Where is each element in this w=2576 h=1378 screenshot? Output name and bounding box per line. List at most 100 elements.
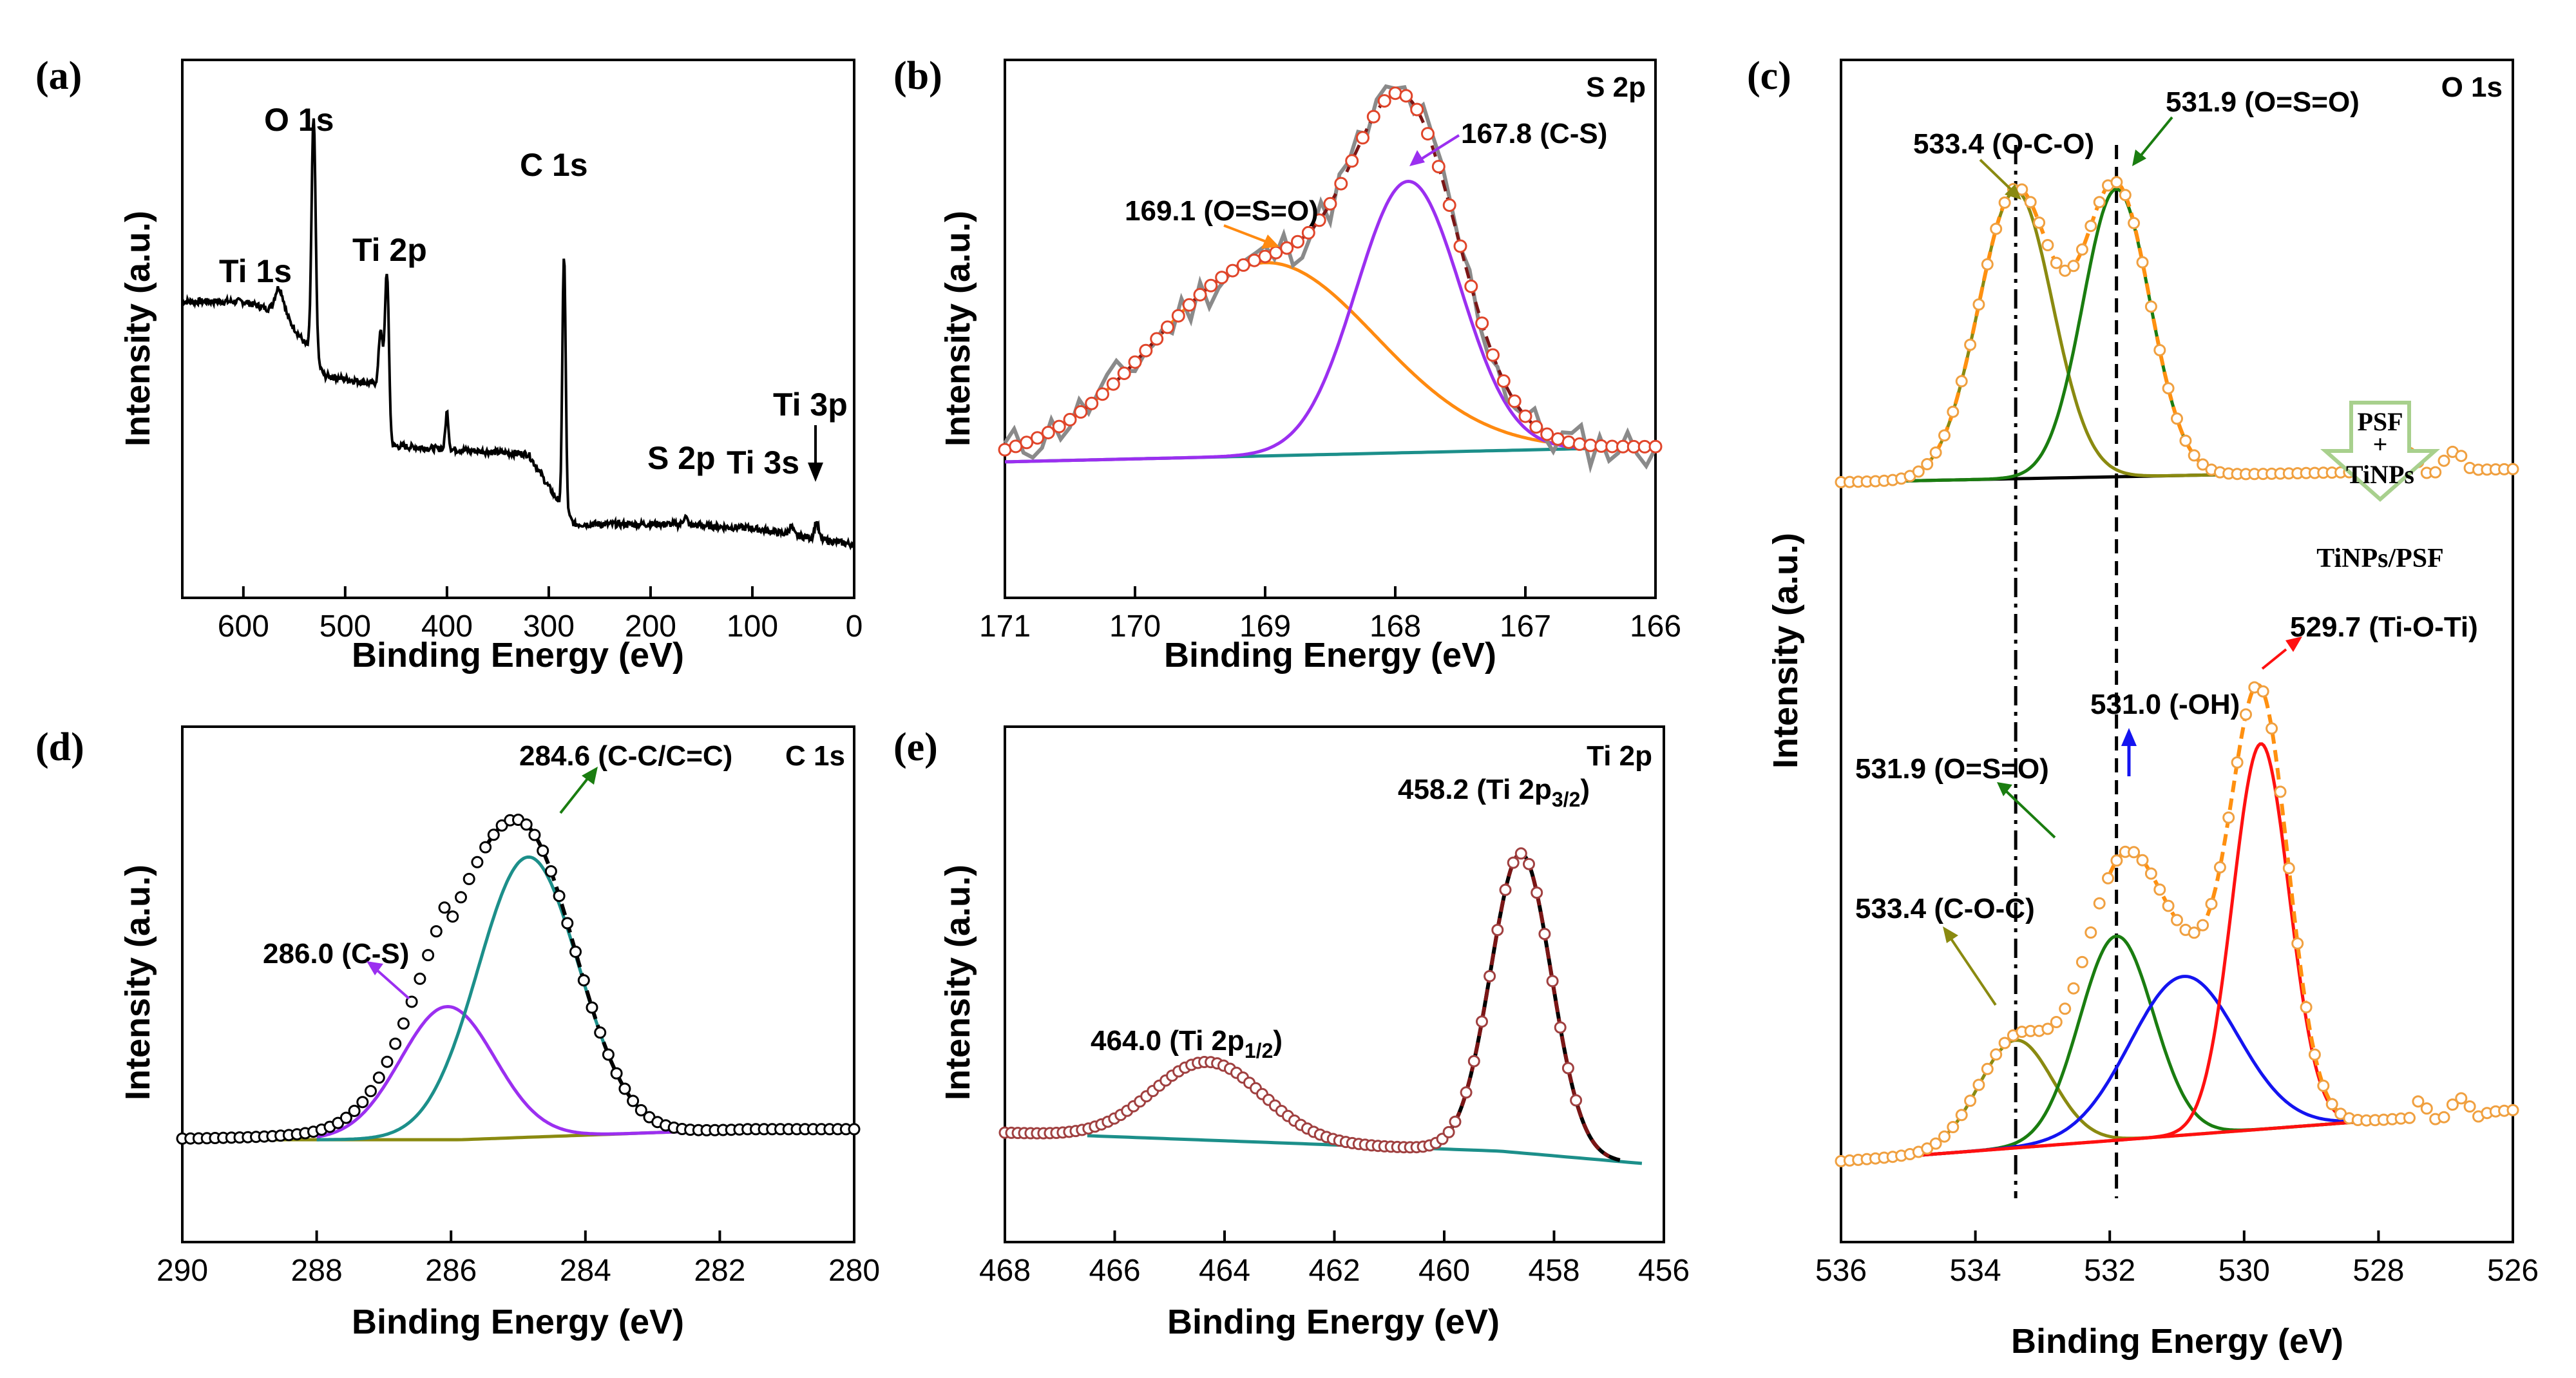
fit-point-d <box>618 1082 631 1095</box>
fit-point-d <box>414 972 426 985</box>
x-tick-label: 170 <box>1109 609 1161 644</box>
fit-point-top-c <box>2153 344 2166 356</box>
panel-label-d: (d) <box>35 725 84 769</box>
fit-point-top-c <box>2136 256 2149 269</box>
raw-data-line-b <box>1003 84 1657 474</box>
fit-point-d <box>356 1096 369 1109</box>
fit-point-bottom-c <box>2067 982 2080 995</box>
component-line-d <box>316 1004 687 1139</box>
fit-point-d <box>537 845 549 857</box>
fit-point-d <box>348 1104 361 1117</box>
fit-point-bottom-c <box>2205 897 2218 910</box>
x-tick-label: 466 <box>1089 1254 1140 1288</box>
peak-label-ti2p12: 464.0 (Ti 2p1/2) <box>1091 1025 1283 1062</box>
fit-data-point-b <box>1247 253 1261 267</box>
arrow-oso-b <box>1223 224 1272 245</box>
fit-data-point-b <box>1041 426 1055 439</box>
fit-data-point-b <box>1323 196 1337 211</box>
fit-point-bottom-c <box>2110 854 2123 867</box>
fit-point-bottom-c <box>2403 1111 2416 1124</box>
fit-point-top-c <box>1964 338 1977 351</box>
fit-point-e <box>1561 1062 1574 1075</box>
fit-point-bottom-c <box>2300 1001 2313 1013</box>
fit-point-d <box>471 856 484 868</box>
fit-data-point-b <box>1442 198 1456 212</box>
fit-point-bottom-c <box>2506 1104 2519 1116</box>
fit-point-bottom-c <box>2059 1002 2072 1015</box>
arrow-oso-top <box>2136 116 2173 161</box>
x-axis-label-a: Binding Energy (eV) <box>352 636 684 675</box>
peak-label-coc-bottom: 533.4 (C-O-C) <box>1855 893 2035 924</box>
plot-frame-b <box>1004 59 1657 599</box>
fit-point-bottom-c <box>2093 897 2106 910</box>
fit-point-bottom-c <box>2197 919 2209 932</box>
peak-label-s2p: S 2p <box>647 440 716 476</box>
panel-tag-b: S 2p <box>1586 72 1646 103</box>
arrow-cc-d <box>559 775 591 814</box>
fit-data-point-b <box>1583 438 1598 452</box>
peak-label-ti3p: Ti 3p <box>773 387 848 423</box>
process-box-line3: TiNPs <box>2346 460 2414 489</box>
y-axis-label-d: Intensity (a.u.) <box>119 865 157 1100</box>
fit-point-top-c <box>2093 196 2106 209</box>
fit-data-point-b <box>1193 288 1207 301</box>
x-tick-label: 100 <box>727 609 778 644</box>
fit-point-d <box>430 925 443 938</box>
fit-point-d <box>381 1055 394 1068</box>
arrow-oco-top <box>1979 158 2016 195</box>
fit-point-bottom-c <box>2213 861 2226 874</box>
fit-data-point-b <box>1561 435 1576 449</box>
fit-point-bottom-c <box>2153 883 2166 896</box>
x-tick-label: 290 <box>157 1254 208 1288</box>
peak-label-ti2p32: 458.2 (Ti 2p3/2) <box>1398 774 1590 811</box>
panel-label-e: (e) <box>893 725 938 769</box>
fit-data-point-b <box>1215 271 1229 285</box>
fit-data-point-b <box>1377 94 1391 108</box>
component-bottom-c <box>1894 975 2359 1159</box>
fit-point-d <box>422 949 435 962</box>
fit-point-bottom-c <box>2050 1016 2063 1028</box>
fit-data-point-b <box>1507 394 1522 408</box>
arrow-head-coc-bottom <box>1943 926 1958 943</box>
fit-data-point-b <box>1009 439 1023 454</box>
fit-point-top-c <box>1981 258 1994 271</box>
x-tick-label: 536 <box>1815 1254 1867 1288</box>
peak-label-cc-d: 284.6 (C-C/C=C) <box>519 740 732 772</box>
fit-point-d <box>438 901 451 914</box>
fit-point-d <box>405 995 418 1008</box>
fit-point-e <box>1484 970 1496 982</box>
fit-data-point-b <box>1280 241 1294 255</box>
fit-point-bottom-c <box>2240 708 2252 721</box>
fit-point-d <box>577 974 590 987</box>
peak-label-oco-top: 533.4 (O-C-O) <box>1913 128 2094 160</box>
fit-point-bottom-c <box>1947 1121 1960 1133</box>
fit-point-top-c <box>2024 196 2037 209</box>
panel-tag-d: C 1s <box>785 740 845 772</box>
fit-point-top-c <box>1990 222 2003 235</box>
x-axis-label-e: Binding Energy (eV) <box>1167 1303 1500 1341</box>
fit-point-e <box>1491 924 1504 936</box>
fit-point-d <box>397 1017 410 1030</box>
fit-point-e <box>1442 1125 1455 1138</box>
fit-point-e <box>1531 886 1543 899</box>
fit-point-bottom-c <box>2041 1022 2054 1035</box>
arrow-oso-bottom <box>2002 787 2056 839</box>
fit-point-bottom-c <box>2136 854 2149 866</box>
envelope-e <box>1442 851 1610 1158</box>
arrow-head-cc-d <box>582 767 598 785</box>
fit-data-point-b <box>1453 239 1467 253</box>
arrow-coc-bottom <box>1947 933 1997 1006</box>
fit-point-d <box>553 890 566 903</box>
x-tick-label: 171 <box>979 609 1031 644</box>
x-tick-label: 468 <box>979 1254 1031 1288</box>
fit-point-e <box>1554 1021 1567 1034</box>
fit-point-bottom-c <box>2325 1098 2338 1111</box>
fit-point-top-c <box>2041 239 2054 251</box>
x-ticks-a: 600 500 400 300 200 100 0 <box>218 586 863 644</box>
sample-label-tinps-psf: TiNPs/PSF <box>2316 544 2444 573</box>
fit-data-point-b <box>1020 435 1034 450</box>
x-tick-label: 456 <box>1638 1254 1690 1288</box>
fit-point-d <box>586 1001 598 1014</box>
fit-data-point-b <box>1139 343 1153 358</box>
fit-point-bottom-c <box>2231 756 2244 769</box>
